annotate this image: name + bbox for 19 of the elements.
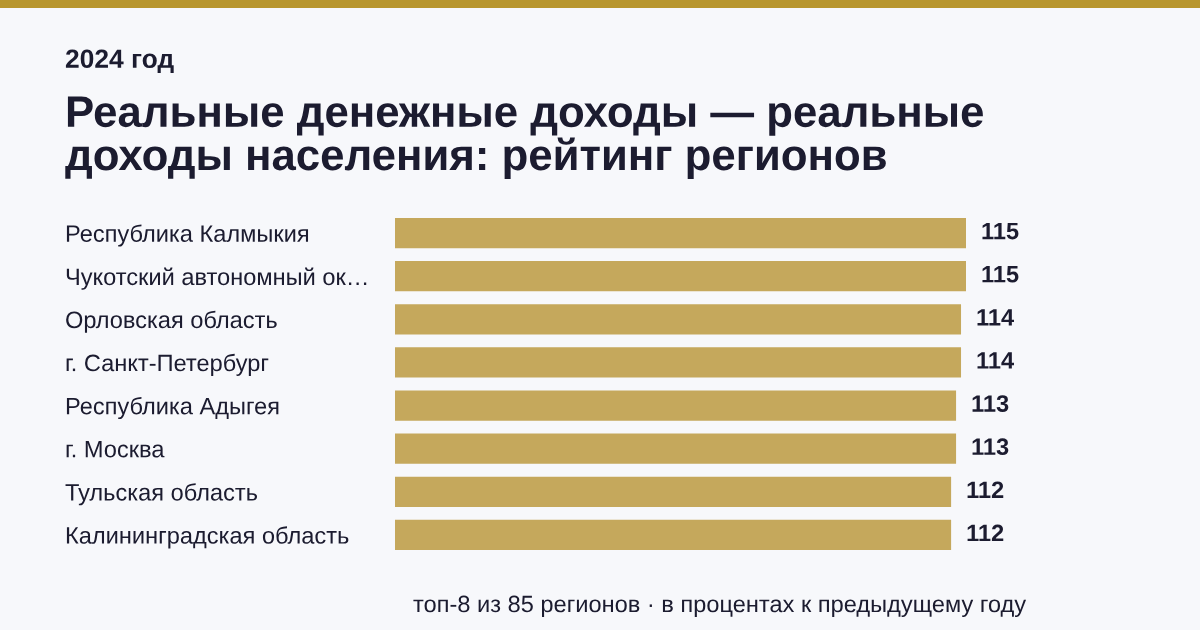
y-tick-label: Орловская область <box>66 310 277 333</box>
y-tick-label: Чукотский автономный ок… <box>66 267 367 290</box>
data-label: 112 <box>967 524 1004 542</box>
data-label: 113 <box>972 395 1009 412</box>
text: 2024 год <box>65 49 174 74</box>
y-tick-label: Республика Адыгея <box>66 396 279 420</box>
y-tick-label: Калининградская область <box>66 526 349 549</box>
y-tick-label: г. Москва <box>66 441 165 458</box>
data-label: 114 <box>977 352 1014 369</box>
y-tick-label: Республика Калмыкия <box>66 224 309 247</box>
text: топ-8 из 85 регионов · в процентах к предыдущему году <box>413 595 1027 618</box>
y-tick-label: г. Санкт-Петербург <box>66 353 269 376</box>
data-label: 114 <box>977 309 1014 326</box>
data-label: 115 <box>982 222 1019 240</box>
chart-title: Реальные денежные доходы — реальные доходы населения: рейтинг регионов <box>65 96 983 180</box>
data-label: 112 <box>967 481 1004 498</box>
data-label: 113 <box>972 438 1009 456</box>
y-tick-label: Тульская область <box>65 483 258 506</box>
data-label: 115 <box>982 266 1019 283</box>
